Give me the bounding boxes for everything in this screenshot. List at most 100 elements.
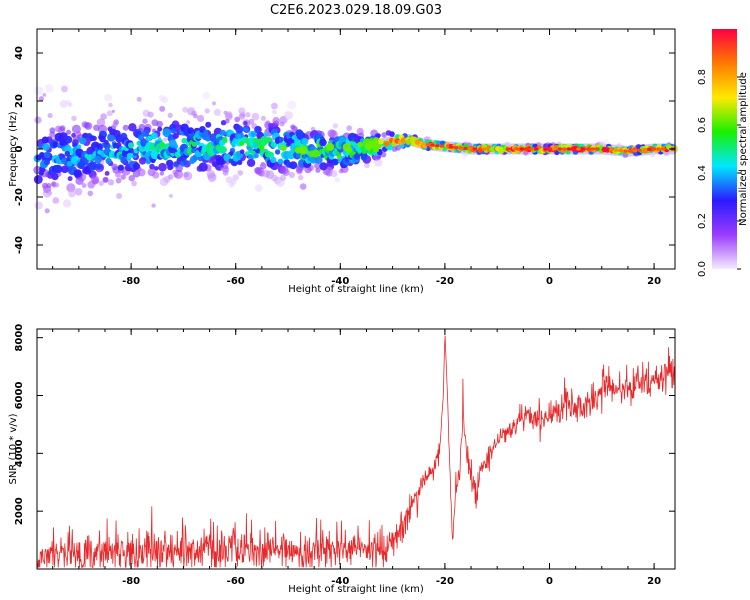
spectrogram-cell [52, 141, 59, 148]
spectrogram-cell [244, 151, 250, 157]
spectrogram-cell [204, 108, 210, 114]
spectrogram-cell [64, 150, 71, 157]
spectrogram-cell [34, 116, 42, 124]
spectrogram-cell [108, 102, 113, 108]
spectrogram-cell [319, 162, 328, 171]
snr-frame [36, 328, 676, 570]
spectrogram-cell [167, 174, 174, 180]
spectrogram-peak-cell [651, 147, 657, 151]
spectrogram-cell [142, 118, 148, 124]
spectrogram-cell [151, 203, 156, 208]
spectrogram-cell [172, 132, 179, 139]
snr-y-tick-label: 4000 [14, 439, 25, 467]
spectrogram-cell [89, 135, 96, 142]
colorbar: 0.0 0.2 0.4 0.6 0.8 Normalized spectral ampl… [697, 29, 749, 277]
spectrogram-cell [378, 138, 384, 145]
spectrogram-cell [255, 126, 261, 132]
colorbar-gradient [712, 29, 737, 269]
spectrogram-peak-cell [632, 149, 638, 153]
spectrogram-cell [376, 133, 381, 139]
snr-x-tick-label: -60 [227, 576, 245, 587]
spectrogram-cell [186, 120, 191, 125]
spectrogram-peak-cell [420, 142, 426, 146]
spectrogram-cell [68, 102, 73, 108]
spectrogram-cell [346, 125, 353, 131]
spectrogram-cell [79, 156, 89, 166]
spectrogram-cell [277, 158, 284, 165]
spectrogram-cell [126, 152, 133, 159]
spectrogram-cell [100, 113, 107, 120]
spectrogram-cell [295, 129, 304, 138]
spectrogram-x-tick-label: -20 [436, 276, 454, 287]
spectrogram-cell [364, 162, 370, 169]
spectrogram-peak-cell [628, 149, 633, 153]
spectrogram-cell [353, 153, 360, 160]
spectrogram-cell [284, 111, 293, 120]
spectrogram-x-tick-label: 0 [546, 276, 553, 287]
spectrogram-cell [78, 136, 87, 145]
spectrogram-cell [43, 151, 51, 159]
spectrogram-cell [299, 146, 308, 155]
spectrogram-cell [217, 145, 226, 154]
spectrogram-cell [117, 164, 124, 171]
spectrogram-cell [53, 164, 63, 174]
spectrogram-cell [260, 115, 266, 121]
spectrogram-cell [311, 149, 320, 158]
spectrogram-y-tick-label: -20 [14, 188, 25, 206]
spectrogram-cell [71, 115, 77, 122]
spectrogram-peak-cell [576, 147, 581, 151]
spectrogram-cell [74, 188, 83, 196]
spectrogram-cell [401, 137, 407, 143]
spectrogram-cell [205, 121, 212, 128]
snr-plot-area [37, 329, 675, 569]
snr-y-axis-label: SNR (10 * v/v) [8, 413, 19, 484]
spectrogram-cell [66, 160, 73, 167]
spectrogram-cell [71, 124, 81, 134]
colorbar-tick-label: 0.4 [697, 165, 708, 181]
spectrogram-y-axis-label: Frequency (Hz) [8, 111, 19, 187]
spectrogram-cell [193, 113, 198, 119]
spectrogram-cell [280, 144, 287, 151]
spectrogram-cell [243, 121, 248, 126]
spectrogram-peak-cell [581, 147, 586, 151]
spectrogram-cell [315, 167, 321, 173]
spectrogram-cell [360, 154, 368, 161]
spectrogram-cell [105, 157, 112, 165]
spectrogram-cell [245, 112, 251, 118]
spectrogram-peak-cell [548, 147, 553, 151]
spectrogram-cell [102, 177, 109, 183]
spectrogram-cell [243, 126, 249, 133]
spectrogram-cell [96, 164, 102, 170]
spectrogram-cell [183, 171, 193, 181]
colorbar-tick-label: 0.0 [697, 261, 708, 277]
spectrogram-peak-cell [585, 147, 591, 151]
spectrogram-cell [234, 116, 240, 123]
spectrogram-y-tick-label: 20 [14, 94, 25, 108]
spectrogram-cell [49, 127, 56, 134]
spectrogram-cell [170, 128, 177, 134]
spectrogram-cell [159, 105, 166, 112]
spectrogram-cell [191, 141, 197, 147]
spectrogram-cell [161, 96, 168, 103]
spectrogram-x-tick-label: 20 [647, 276, 661, 287]
spectrogram-cell [68, 190, 76, 198]
spectrogram-peak-cell [562, 147, 567, 151]
snr-x-axis-label: Height of straight line (km) [288, 584, 424, 595]
spectrogram-peak-cell [646, 147, 652, 152]
spectrogram-cell [282, 168, 290, 176]
spectrogram-cell [357, 141, 363, 148]
spectrogram-cell [66, 183, 76, 193]
spectrogram-cell [94, 155, 102, 164]
spectrogram-peak-cell [524, 147, 529, 151]
spectrogram-peak-cell [416, 140, 421, 144]
spectrogram-x-tick-label: -60 [227, 276, 245, 287]
spectrogram-cell [254, 153, 259, 159]
spectrogram-cell [34, 86, 44, 95]
spectrogram-peak-cell [435, 144, 440, 148]
spectrogram-cell [206, 170, 216, 179]
snr-panel: -80 -60 -40 -20 0 20 2000 4000 6000 8000 Height o… [8, 324, 676, 595]
spectrogram-cell [98, 180, 104, 186]
spectrogram-cell [104, 93, 113, 102]
spectrogram-peak-cell [656, 147, 661, 151]
spectrogram-cell [299, 183, 307, 190]
